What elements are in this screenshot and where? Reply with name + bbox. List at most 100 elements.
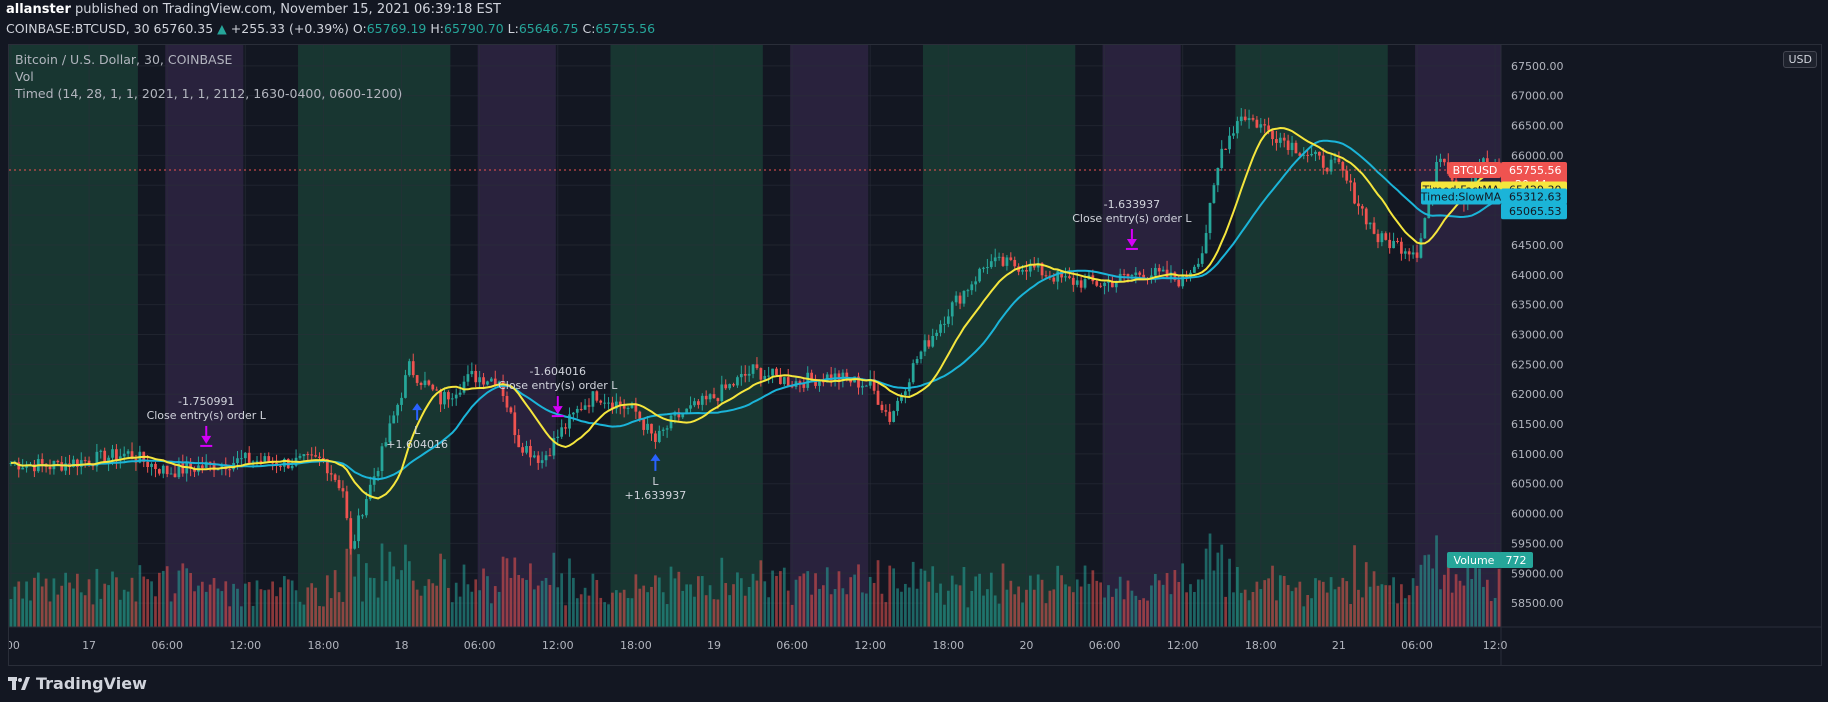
volume-bar xyxy=(1196,579,1200,627)
candle-body xyxy=(365,499,368,516)
candle-body xyxy=(1411,252,1415,255)
legend-volume[interactable]: Vol xyxy=(15,69,34,84)
candle-body xyxy=(517,435,521,448)
trade-exit-label: Close entry(s) order L xyxy=(498,379,618,392)
candle-body xyxy=(1114,281,1118,288)
candle-body xyxy=(1435,161,1438,185)
volume-bar xyxy=(1239,592,1243,627)
legend-strategy[interactable]: Timed (14, 28, 1, 1, 2021, 1, 1, 2112, 1… xyxy=(15,86,403,101)
volume-bar xyxy=(361,601,364,627)
candle-body xyxy=(48,466,52,470)
change-value: +255.33 (+0.39%) xyxy=(230,21,349,36)
tradingview-brand[interactable]: TradingView xyxy=(8,674,147,693)
volume-bar xyxy=(439,553,442,627)
candle-body xyxy=(118,456,122,461)
candle-body xyxy=(1298,153,1302,156)
volume-bar xyxy=(267,589,271,627)
volume-bar xyxy=(1431,568,1435,627)
volume-bar xyxy=(486,576,489,627)
chart-pane[interactable]: -1.750991 Close entry(s) order L L +1.60401… xyxy=(8,44,1822,666)
volume-bar xyxy=(1345,581,1349,627)
candle-body xyxy=(150,463,153,467)
volume-bar xyxy=(33,577,36,627)
candle-body xyxy=(130,451,134,460)
volume-bar xyxy=(1048,590,1052,627)
candle-body xyxy=(1103,282,1106,287)
candle-body xyxy=(747,373,751,376)
volume-bar xyxy=(1267,578,1270,627)
candle-body xyxy=(404,375,407,398)
volume-bar xyxy=(1454,574,1458,627)
volume-bar xyxy=(1482,586,1485,627)
volume-bar xyxy=(525,579,528,627)
volume-bar xyxy=(1005,589,1009,627)
candle-body xyxy=(40,459,44,464)
candle-body xyxy=(1056,271,1060,282)
entry-arrow-icon xyxy=(412,403,423,411)
volume-bar xyxy=(1228,558,1231,627)
candle-body xyxy=(1161,269,1165,272)
volume-bar xyxy=(341,601,345,627)
low-label: L: xyxy=(507,21,519,36)
volume-bar xyxy=(1275,600,1278,627)
candle-body xyxy=(450,398,454,400)
volume-bar xyxy=(482,568,485,627)
volume-bar xyxy=(1489,601,1493,627)
volume-bar xyxy=(1368,586,1372,627)
candle-body xyxy=(583,405,587,410)
volume-bar xyxy=(1060,575,1063,627)
candle-body xyxy=(240,458,243,460)
candle-body xyxy=(599,400,603,403)
volume-bar xyxy=(48,601,52,627)
candle-body xyxy=(657,430,661,442)
candle-body xyxy=(1380,233,1384,243)
candle-body xyxy=(650,423,653,434)
candle-body xyxy=(614,401,618,409)
candle-body xyxy=(939,324,942,333)
candle-body xyxy=(1275,139,1278,143)
volume-bar xyxy=(946,590,950,627)
slow-ma-tag-text: Timed:SlowMA xyxy=(1420,190,1502,203)
currency-button[interactable]: USD xyxy=(1783,51,1817,68)
volume-bar xyxy=(161,570,165,627)
session-band xyxy=(610,45,763,627)
candle-body xyxy=(864,385,868,387)
volume-bar xyxy=(1384,585,1388,627)
candle-body xyxy=(243,452,247,459)
candle-body xyxy=(814,379,817,386)
candle-body xyxy=(322,457,325,460)
volume-bar xyxy=(25,581,28,627)
candle-body xyxy=(548,455,552,457)
volume-bar xyxy=(450,602,454,627)
volume-bar xyxy=(118,599,122,627)
volume-bar xyxy=(673,578,677,627)
volume-bar xyxy=(1138,599,1142,627)
volume-bar xyxy=(134,601,138,627)
volume-bar xyxy=(165,566,169,627)
candle-body xyxy=(654,433,657,442)
volume-bar xyxy=(911,561,915,627)
volume-bar xyxy=(302,604,306,627)
candle-body xyxy=(353,541,357,549)
volume-bar xyxy=(697,576,700,627)
price-axis-tick: 60000.00 xyxy=(1511,508,1564,521)
candle-body xyxy=(1216,167,1220,186)
session-band xyxy=(1102,45,1181,627)
candle-body xyxy=(493,378,497,386)
volume-bar xyxy=(470,591,474,627)
volume-bar xyxy=(720,557,724,627)
volume-bar xyxy=(1009,580,1013,627)
volume-bar xyxy=(1032,589,1036,627)
volume-bar xyxy=(1130,590,1134,627)
publisher-name[interactable]: allanster xyxy=(6,2,71,17)
volume-bar xyxy=(896,588,899,627)
candle-body xyxy=(79,460,83,467)
price-axis-tick: 63500.00 xyxy=(1511,299,1564,312)
volume-bar xyxy=(447,587,450,627)
candle-body xyxy=(251,461,255,463)
symbol-label-tag xyxy=(1449,162,1501,179)
time-axis-tick: 18:00 xyxy=(1245,639,1277,652)
candle-body xyxy=(1173,272,1177,280)
legend-title[interactable]: Bitcoin / U.S. Dollar, 30, COINBASE xyxy=(15,52,233,67)
